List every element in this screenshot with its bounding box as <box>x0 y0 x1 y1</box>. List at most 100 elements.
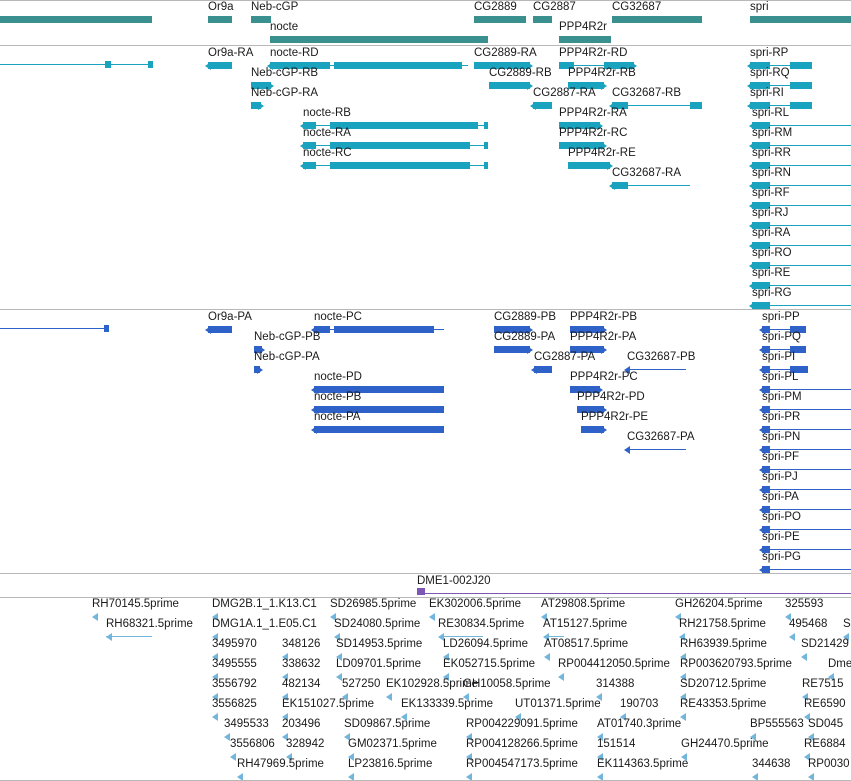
est-58-label: RH47969.5prime <box>237 758 324 770</box>
est-62-label: 344638 <box>752 758 791 770</box>
protein-28-exon <box>762 546 770 553</box>
protein-22-intron <box>627 449 686 450</box>
est-63-label: RP0030 <box>808 758 850 770</box>
transcript-23-exon <box>752 182 770 189</box>
est-16-arrow <box>282 653 288 661</box>
transcript-2-label: CG2889-RA <box>474 47 537 59</box>
protein-20-strand-arrow <box>601 425 607 434</box>
est-23-arrow <box>282 673 288 681</box>
transcript-19-label: nocte-RC <box>303 147 352 159</box>
est-58-arrow <box>237 773 243 780</box>
gene-track: Or9a Neb-cGP nocte CG2889 CG2887 PPP4R2r CG326… <box>0 0 851 46</box>
transcript-13-exon <box>303 122 316 129</box>
transcript-16-intron <box>316 145 330 146</box>
est-20-label: RH63939.5prime <box>680 638 767 650</box>
gene-7-exon <box>750 16 851 23</box>
transcript-12-label: spri-RI <box>750 87 784 99</box>
protein-5-strand-arrow <box>259 345 265 354</box>
protein-2-label: CG2889-PB <box>494 311 557 323</box>
transcript-12-exon <box>790 102 812 109</box>
est-0-label: RH70145.5prime <box>92 598 179 610</box>
transcript-25-strand-arrow <box>749 221 755 230</box>
protein-3-exon <box>570 326 604 333</box>
est-25-arrow <box>443 673 449 681</box>
transcript-17-label: PPP4R2r-RC <box>559 127 628 139</box>
protein-21-label: spri-PR <box>762 411 801 423</box>
est-27-arrow <box>680 673 686 681</box>
gene-6-label: CG32687 <box>612 1 662 13</box>
transcript-27-label: spri-RO <box>752 247 792 259</box>
protein-9-strand-arrow <box>257 365 263 374</box>
est-60-arrow <box>466 773 472 780</box>
protein-3-label: PPP4R2r-PB <box>570 311 638 323</box>
transcript-offscreen-intron <box>0 64 152 65</box>
transcript-2-exon <box>474 62 530 69</box>
transcript-8-label: spri-RQ <box>750 67 790 79</box>
protein-8-exon <box>762 346 770 353</box>
est-28-label: Dme <box>828 658 851 670</box>
protein-19-strand-arrow <box>311 425 317 434</box>
est-0-arrow <box>92 613 98 621</box>
protein-27-exon <box>762 526 770 533</box>
protein-15-strand-arrow <box>759 385 765 394</box>
protein-18-label: spri-PM <box>762 391 802 403</box>
transcript-13-exon <box>484 122 488 129</box>
track-separator <box>0 309 851 310</box>
transcript-21-strand-arrow <box>749 161 755 170</box>
transcript-8-exon <box>790 82 812 89</box>
protein-20-label: PPP4R2r-PE <box>581 411 649 423</box>
transcript-1-label: nocte-RD <box>270 47 319 59</box>
est-40-label: UT01371.5prime <box>515 698 601 710</box>
transcript-24-exon <box>752 202 770 209</box>
est-42-label: RE43353.5prime <box>680 698 767 710</box>
est-span-line <box>544 636 564 637</box>
est-7-arrow <box>106 633 112 641</box>
transcript-10-exon <box>533 102 552 109</box>
transcript-1-exon <box>334 62 462 69</box>
protein-29-label: spri-PG <box>762 551 801 563</box>
protein-6-exon <box>494 346 530 353</box>
gene-bar-offscreen[interactable] <box>0 16 152 23</box>
transcript-18-strand-arrow <box>749 141 755 150</box>
transcript-19-intron <box>470 165 484 166</box>
est-track: RH70145.5prime DMG2B.1_1.K13.C1 SD26985.5p… <box>0 598 851 780</box>
transcript-22-exon <box>612 182 628 189</box>
protein-12-exon <box>762 366 770 373</box>
transcript-25-intron <box>770 225 851 226</box>
transcript-11-intron <box>628 105 690 106</box>
est-30-arrow <box>282 693 288 701</box>
transcript-3-exon <box>559 62 574 69</box>
est-54-label: RP004128266.5prime <box>466 738 578 750</box>
est-52-label: 328942 <box>286 738 325 750</box>
est-46-arrow <box>344 733 350 741</box>
protein-23-intron <box>770 449 851 450</box>
protein-20-exon <box>581 426 604 433</box>
est-11-arrow <box>543 633 549 641</box>
est-17-label: SD14953.5prime <box>336 638 423 650</box>
transcript-4-intron <box>770 65 790 66</box>
gene-1-label: Neb-cGP <box>251 1 299 13</box>
transcript-24-strand-arrow <box>749 201 755 210</box>
est-48-arrow <box>597 733 603 741</box>
protein-7-strand-arrow <box>601 345 607 354</box>
est-42-arrow <box>680 713 686 721</box>
transcript-27-exon <box>752 262 770 269</box>
protein-0-strand-arrow <box>205 325 211 334</box>
transcript-28-label: spri-RE <box>752 267 791 279</box>
protein-4-intron <box>770 329 790 330</box>
est-38-label: EK151027.5prime <box>282 698 375 710</box>
est-2-label: SD26985.5prime <box>330 598 417 610</box>
transcript-1-exon <box>270 62 330 69</box>
protein-5-label: Neb-cGP-PB <box>254 331 321 343</box>
transcript-16-strand-arrow <box>300 141 306 150</box>
transcript-track: Or9a-RA nocte-RD CG2889-RA PPP4R2r-RD spri-R… <box>0 46 851 310</box>
est-10-label: RE30834.5prime <box>438 618 525 630</box>
transcript-5-exon <box>251 82 271 89</box>
protein-2-strand-arrow <box>527 325 533 334</box>
transcript-13-strand-arrow <box>300 121 306 130</box>
protein-13-exon <box>314 386 444 393</box>
est-14-arrow <box>843 633 849 641</box>
est-50-label: SD045 <box>808 718 844 730</box>
est-37-arrow <box>212 713 218 721</box>
protein-5-exon <box>254 346 262 353</box>
